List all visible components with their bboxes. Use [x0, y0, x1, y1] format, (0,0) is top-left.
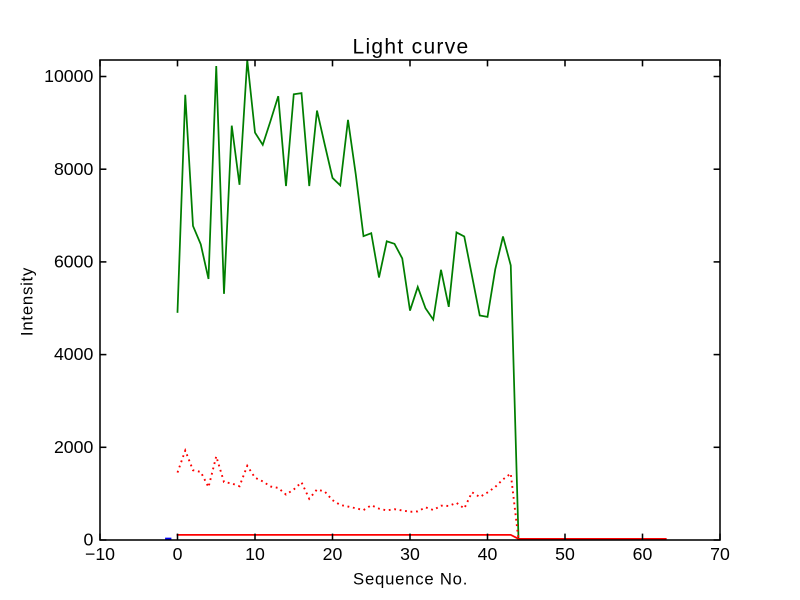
svg-text:10000: 10000 — [44, 66, 93, 86]
svg-text:70: 70 — [710, 544, 730, 564]
svg-text:Intensity: Intensity — [18, 267, 37, 336]
svg-text:10: 10 — [245, 544, 265, 564]
svg-text:20: 20 — [323, 544, 343, 564]
svg-text:4000: 4000 — [54, 344, 94, 364]
svg-text:Light curve: Light curve — [352, 35, 469, 58]
svg-text:6000: 6000 — [54, 252, 94, 272]
svg-text:30: 30 — [400, 544, 420, 564]
svg-text:Sequence No.: Sequence No. — [353, 569, 468, 588]
svg-text:8000: 8000 — [54, 159, 94, 179]
svg-text:0: 0 — [173, 544, 183, 564]
svg-text:50: 50 — [555, 544, 575, 564]
svg-text:40: 40 — [478, 544, 498, 564]
svg-text:0: 0 — [83, 530, 93, 550]
svg-text:2000: 2000 — [54, 437, 94, 457]
svg-text:60: 60 — [633, 544, 653, 564]
svg-text:−10: −10 — [85, 544, 115, 564]
